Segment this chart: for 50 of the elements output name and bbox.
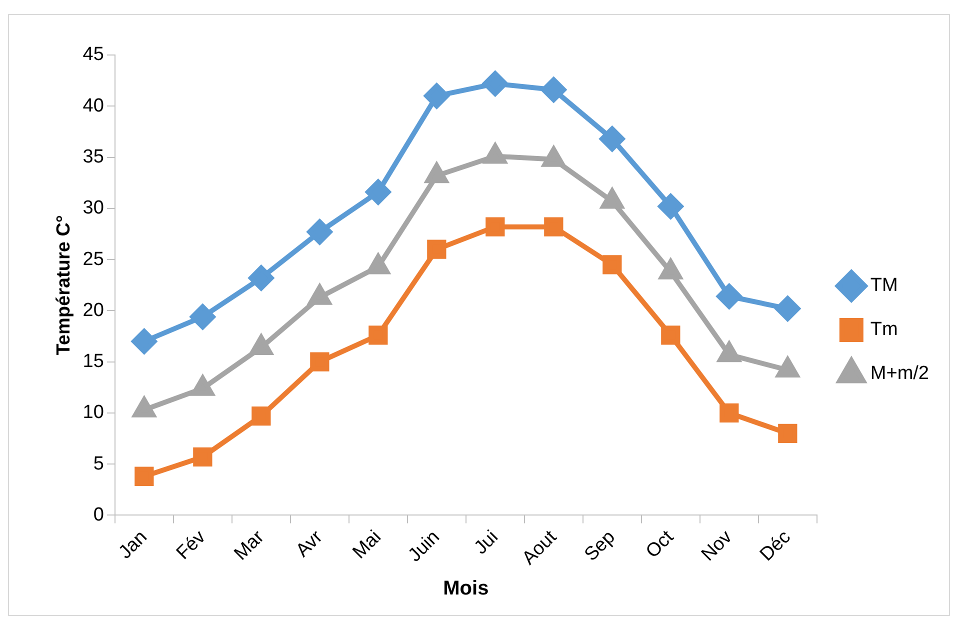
y-tick-label: 15 <box>82 351 104 372</box>
point <box>366 180 391 205</box>
point <box>775 296 800 322</box>
y-tick-label: 45 <box>82 44 104 66</box>
point <box>252 406 271 426</box>
x-tick-label: Nov <box>698 526 737 566</box>
point <box>658 194 684 219</box>
point <box>544 217 564 236</box>
y-tick-label: 25 <box>82 248 104 270</box>
point <box>307 219 332 244</box>
point <box>193 447 212 467</box>
legend-label: M+m/2 <box>870 363 930 384</box>
point <box>600 126 625 152</box>
x-tick-label: Fév <box>172 526 210 564</box>
y-tick-label: 40 <box>82 95 104 116</box>
y-tick-label: 20 <box>82 300 104 321</box>
point <box>132 328 157 354</box>
y-tick-label: 10 <box>82 402 104 424</box>
x-tick-label: Oct <box>642 526 678 562</box>
x-tick-label: Jui <box>470 526 502 559</box>
y-axis-title: Température C° <box>54 214 75 356</box>
legend-label: Tm <box>870 319 898 340</box>
y-tick-label: 35 <box>82 146 104 168</box>
point <box>134 466 154 486</box>
x-tick-label: Déc <box>756 526 795 566</box>
x-tick-label: Mar <box>230 526 269 565</box>
x-tick-label: Sep <box>580 526 620 566</box>
point <box>486 217 505 236</box>
point <box>368 326 388 345</box>
legend-label: TM <box>870 275 898 296</box>
x-tick-label: Avr <box>292 526 328 562</box>
point <box>602 255 622 274</box>
x-axis-title: Mois <box>443 578 489 600</box>
point <box>427 240 446 259</box>
y-tick-label: 0 <box>93 504 104 526</box>
point <box>482 71 508 96</box>
point <box>248 265 274 290</box>
point <box>661 326 680 345</box>
y-tick-label: 30 <box>82 198 104 219</box>
x-tick-label: Jan <box>114 526 152 564</box>
point <box>424 83 450 108</box>
point <box>190 304 216 330</box>
point <box>310 352 330 372</box>
point <box>778 424 798 443</box>
point <box>541 77 566 102</box>
x-tick-label: Mai <box>348 526 386 564</box>
y-tick-label: 5 <box>93 453 104 474</box>
x-tick-label: Juin <box>404 526 444 566</box>
point <box>716 284 742 309</box>
point <box>720 403 739 423</box>
